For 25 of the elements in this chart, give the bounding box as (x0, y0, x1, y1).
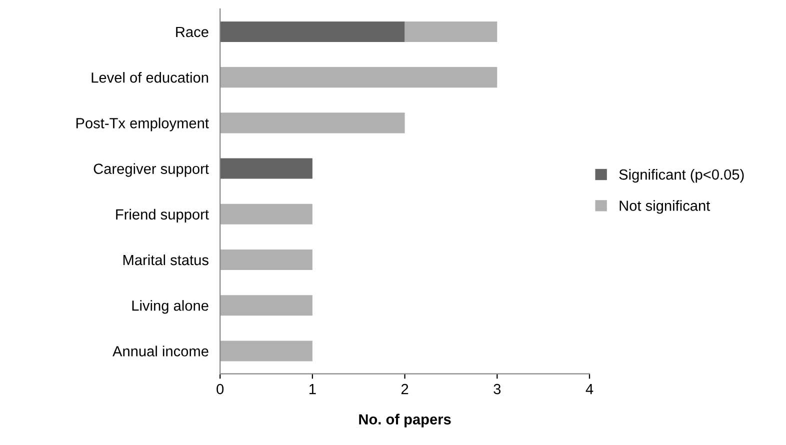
bar (220, 67, 498, 88)
bar (220, 158, 312, 179)
y-tick-label: Level of education (92, 72, 208, 83)
y-tick-label: Caregiver support (94, 163, 209, 177)
x-tick-label: 3 (494, 384, 501, 394)
y-tick-label: Marital status (123, 254, 208, 266)
bar (220, 295, 312, 316)
bar (220, 340, 312, 362)
y-tick-label: Annual income (112, 346, 208, 356)
x-tick-label: 2 (401, 384, 408, 394)
bar (220, 112, 405, 134)
x-tick-label: 4 (586, 384, 594, 394)
bar (220, 21, 405, 42)
y-tick-label: Race (176, 26, 208, 38)
y-tick-label: Friend support (116, 208, 209, 222)
x-tick-label: 1 (309, 384, 316, 394)
y-tick-label: Post-Tx employment (76, 118, 209, 132)
bar (404, 21, 498, 42)
x-axis-title: No. of papers (359, 414, 451, 428)
x-tick-label: 0 (216, 384, 224, 394)
y-tick-label: Living alone (132, 300, 208, 314)
bar (220, 250, 312, 270)
legend-label: Not significant (620, 200, 710, 214)
bar (220, 204, 312, 224)
legend-label: Significant (p<0.05) (619, 169, 744, 183)
